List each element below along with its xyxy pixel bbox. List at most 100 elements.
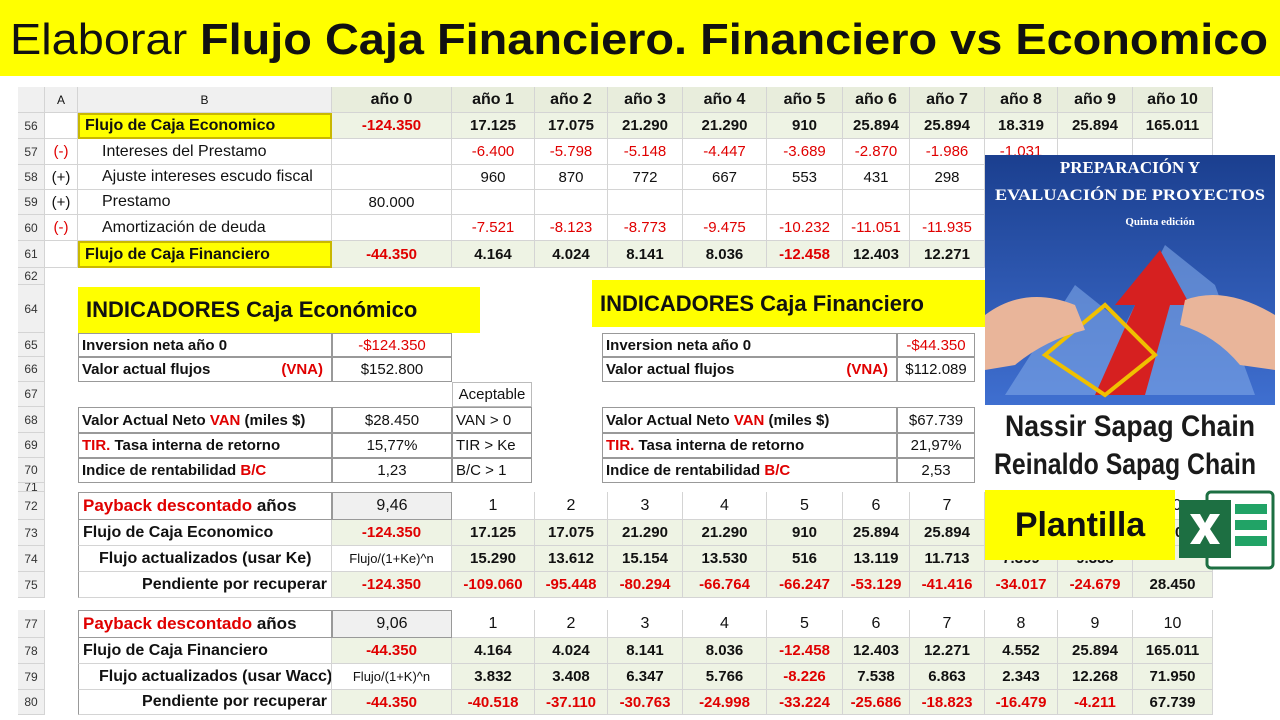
indicator-label: TIR. Tasa interna de retorno bbox=[78, 433, 332, 458]
row-number: 69 bbox=[18, 433, 45, 458]
row-label: Ajuste intereses escudo fiscal bbox=[78, 165, 332, 190]
label-part: B/C bbox=[240, 462, 267, 479]
sign: (+) bbox=[45, 190, 78, 215]
sign bbox=[45, 113, 78, 139]
cell bbox=[910, 190, 985, 215]
excel-cell bbox=[1235, 504, 1267, 514]
label-part: (miles $) bbox=[240, 411, 306, 429]
indicator-label: Valor Actual Neto VAN (miles $) bbox=[78, 407, 332, 433]
banner: Elaborar Flujo Caja Financiero. Financier… bbox=[0, 0, 1280, 76]
row-number: 71 bbox=[18, 483, 45, 492]
corner bbox=[18, 87, 45, 113]
cell: -41.416 bbox=[910, 572, 985, 598]
cell bbox=[452, 190, 535, 215]
row-number: 57 bbox=[18, 139, 45, 165]
cell: 870 bbox=[535, 165, 608, 190]
period: 4 bbox=[683, 492, 767, 520]
column-header: año 10 bbox=[1133, 87, 1213, 113]
cell: 21.290 bbox=[683, 520, 767, 546]
indicator-value: -$44.350 bbox=[897, 333, 975, 357]
label-part: B/C bbox=[764, 462, 791, 479]
cell: 17.075 bbox=[535, 520, 608, 546]
period: 2 bbox=[535, 610, 608, 638]
cell: 80.000 bbox=[332, 190, 452, 215]
indicator-value: $28.450 bbox=[332, 407, 452, 433]
cell: 4.164 bbox=[452, 638, 535, 664]
arrow bbox=[1095, 250, 1190, 395]
banner-text: Elaborar Flujo Caja Financiero. Financier… bbox=[10, 15, 1268, 64]
period: 5 bbox=[767, 610, 843, 638]
cell: 12.403 bbox=[843, 638, 910, 664]
cell bbox=[535, 190, 608, 215]
label-part: Tasa interna de retorno bbox=[110, 437, 281, 454]
cell: -7.521 bbox=[452, 215, 535, 241]
payback-title: Payback descontado años bbox=[78, 492, 332, 520]
cell: 67.739 bbox=[1133, 690, 1213, 715]
label-part: Inversion neta año 0 bbox=[82, 336, 228, 354]
row-number: 56 bbox=[18, 113, 45, 139]
indicator-label: Valor Actual Neto VAN (miles $) bbox=[602, 407, 897, 433]
payback-value: 9,46 bbox=[332, 492, 452, 520]
cell: -66.247 bbox=[767, 572, 843, 598]
row-label: Flujo actualizados (usar Wacc) bbox=[78, 664, 332, 690]
cell: -30.763 bbox=[608, 690, 683, 715]
label-part: (miles $) bbox=[764, 411, 830, 429]
period: 3 bbox=[608, 610, 683, 638]
cell: 25.894 bbox=[910, 520, 985, 546]
book-cover: PREPARACIÓN Y EVALUACIÓN DE PROYECTOS Qu… bbox=[985, 155, 1275, 490]
cell: -8.123 bbox=[535, 215, 608, 241]
cell: 4.024 bbox=[535, 241, 608, 268]
label-part: TIR. bbox=[606, 437, 635, 454]
cell: -95.448 bbox=[535, 572, 608, 598]
cell: -1.986 bbox=[910, 139, 985, 165]
period: 6 bbox=[843, 610, 910, 638]
row-label: Pendiente por recuperar bbox=[78, 572, 332, 598]
label-part: VAN bbox=[733, 411, 765, 429]
cell: 21.290 bbox=[608, 520, 683, 546]
row-label: Amortización de deuda bbox=[78, 215, 332, 241]
row-number: 60 bbox=[18, 215, 45, 241]
cell: -44.350 bbox=[332, 241, 452, 268]
label-part: Valor actual flujos bbox=[82, 361, 211, 378]
cell: 13.530 bbox=[683, 546, 767, 572]
criterion-header: Aceptable bbox=[452, 382, 532, 407]
column-header: año 3 bbox=[608, 87, 683, 113]
cell: 6.347 bbox=[608, 664, 683, 690]
cell: 910 bbox=[767, 520, 843, 546]
cell: -4.447 bbox=[683, 139, 767, 165]
column-header: año 0 bbox=[332, 87, 452, 113]
column-header: año 6 bbox=[843, 87, 910, 113]
author: Reinaldo Sapag Chain bbox=[994, 448, 1256, 481]
indicator-label: Indice de rentabilidad B/C bbox=[602, 458, 897, 483]
row-number: 77 bbox=[18, 610, 45, 638]
cell bbox=[608, 190, 683, 215]
label-part: TIR. bbox=[82, 437, 111, 454]
column-header: año 2 bbox=[535, 87, 608, 113]
cell: -66.764 bbox=[683, 572, 767, 598]
cell: -12.458 bbox=[767, 241, 843, 268]
cell: -33.224 bbox=[767, 690, 843, 715]
hand bbox=[1180, 295, 1275, 370]
column-header: año 7 bbox=[910, 87, 985, 113]
row-label: Flujo de Caja Economico bbox=[78, 113, 332, 139]
payback-value: 9,06 bbox=[332, 610, 452, 638]
column-header: año 5 bbox=[767, 87, 843, 113]
cell: 12.271 bbox=[910, 638, 985, 664]
indicator-value: $112.089 bbox=[897, 357, 975, 382]
period: 3 bbox=[608, 492, 683, 520]
row-number: 66 bbox=[18, 357, 45, 382]
indicator-label: Valor actual flujos (VNA) bbox=[78, 357, 332, 382]
indicator-label: Valor actual flujos (VNA) bbox=[602, 357, 897, 382]
sign: (-) bbox=[45, 139, 78, 165]
criterion: VAN > 0 bbox=[452, 407, 532, 433]
period: 8 bbox=[985, 610, 1058, 638]
column-header: B bbox=[78, 87, 332, 113]
cell: -24.679 bbox=[1058, 572, 1133, 598]
cell: 13.119 bbox=[843, 546, 910, 572]
book-title: PREPARACIÓN Y bbox=[1060, 158, 1200, 177]
column-header: A bbox=[45, 87, 78, 113]
row-label: Flujo de Caja Economico bbox=[78, 520, 332, 546]
row-label: Flujo actualizados (usar Ke) bbox=[78, 546, 332, 572]
cell: 960 bbox=[452, 165, 535, 190]
cell: 431 bbox=[843, 165, 910, 190]
